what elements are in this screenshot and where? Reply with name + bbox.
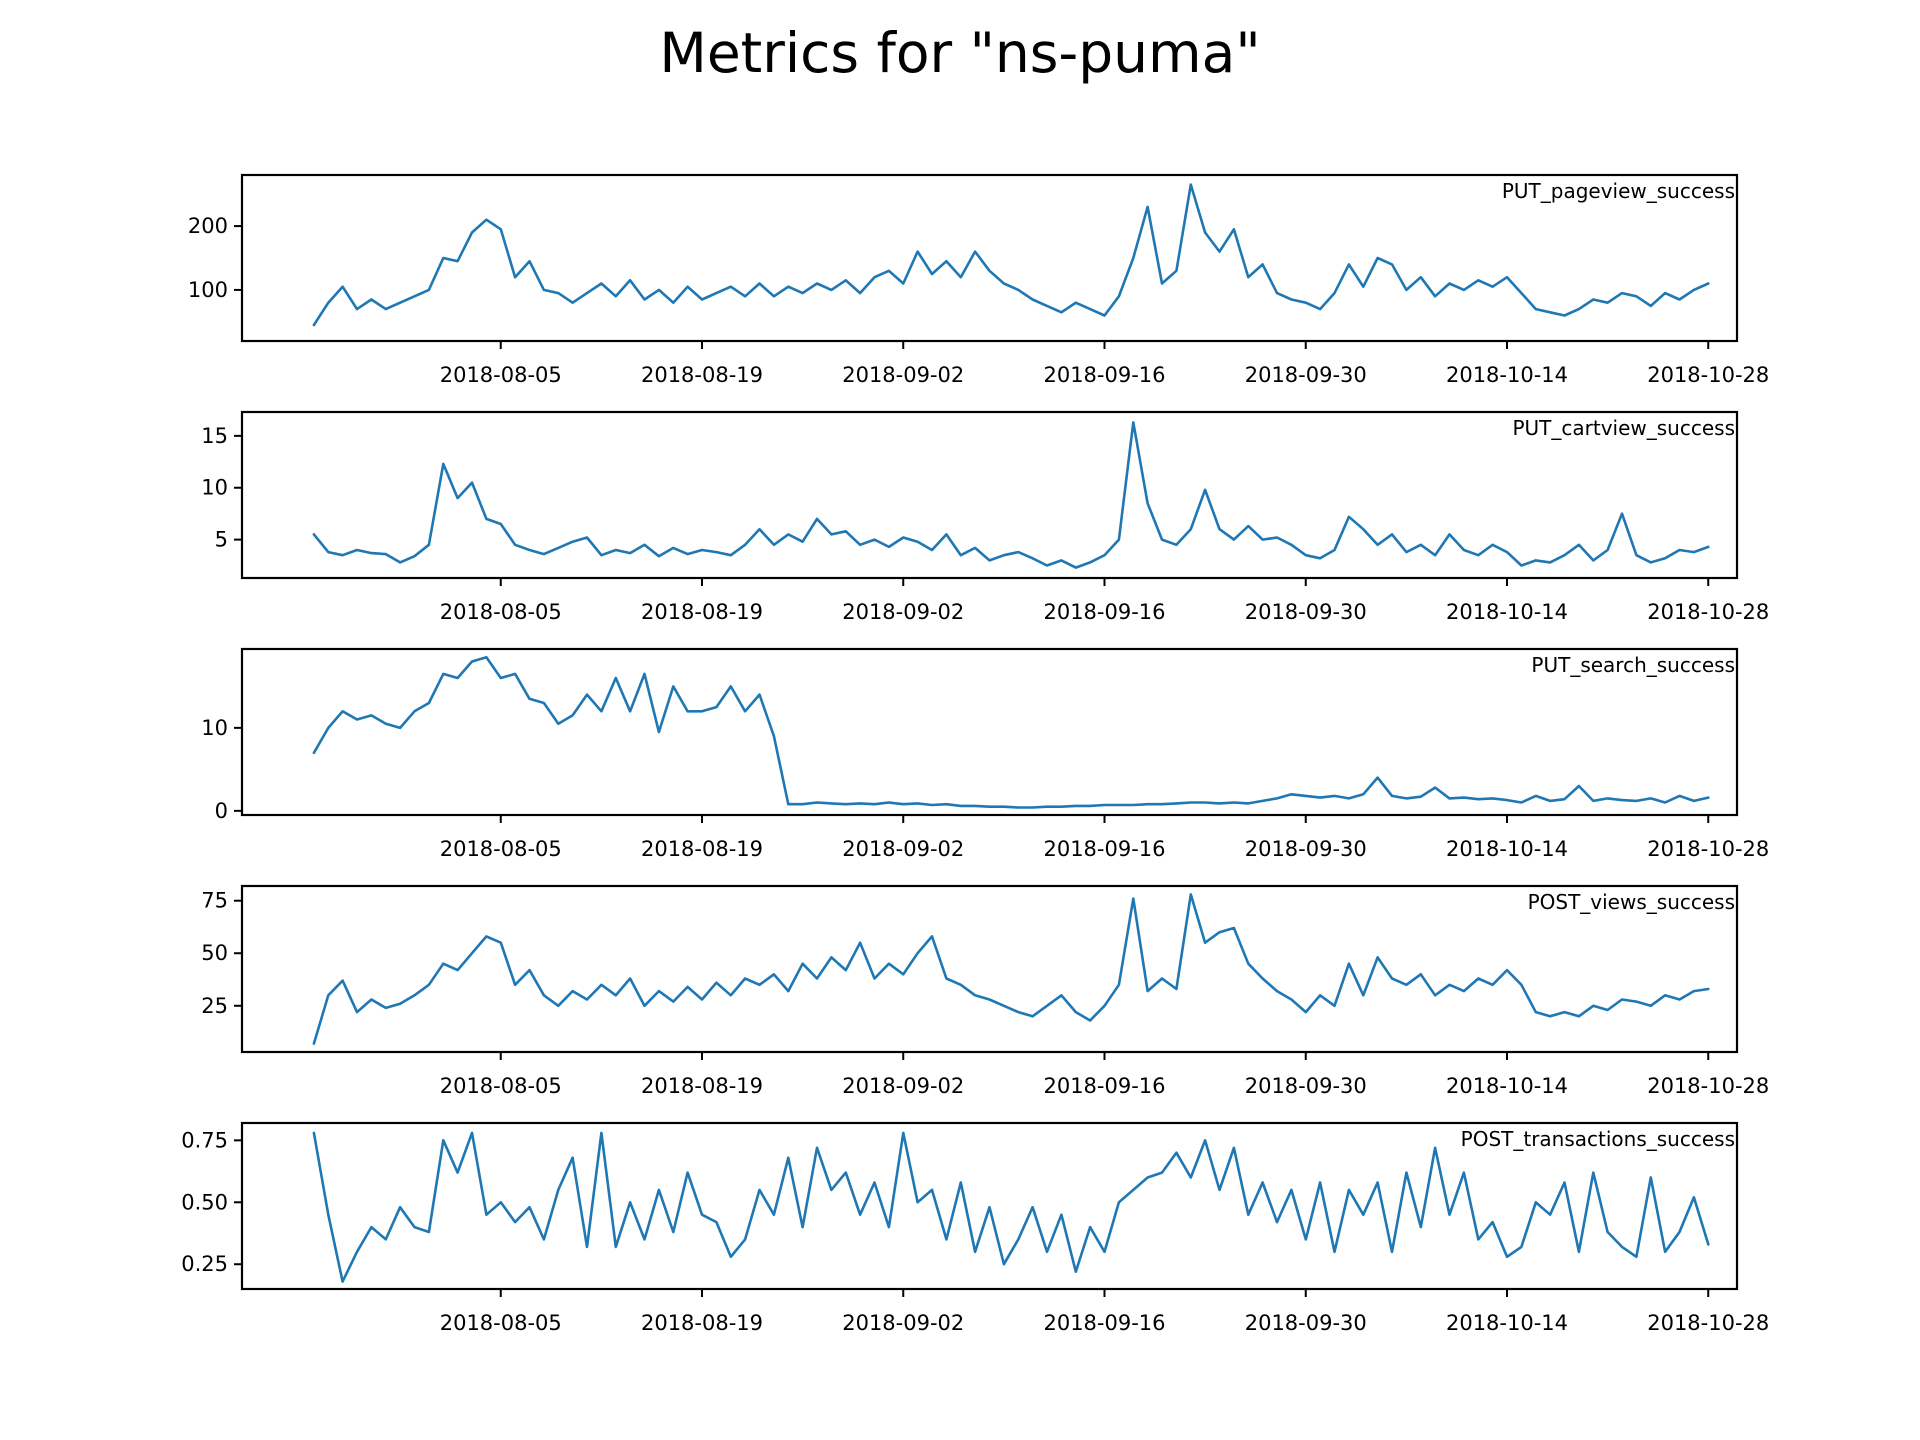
y-tick-label: 5	[215, 528, 228, 552]
x-tick-label: 2018-08-05	[440, 600, 562, 624]
axes-frame	[240, 173, 1739, 343]
x-tick-label: 2018-10-14	[1446, 1074, 1568, 1098]
x-tick-label: 2018-08-19	[641, 837, 763, 861]
y-tick-label: 15	[201, 424, 228, 448]
axes-frame	[240, 1121, 1739, 1291]
axes-frame	[240, 410, 1739, 580]
x-tick-label: 2018-09-02	[842, 363, 964, 387]
x-tick-label: 2018-09-16	[1043, 600, 1165, 624]
series-label: POST_transactions_success	[1461, 1127, 1735, 1151]
subplot-2: PUT_cartview_success 5 10 15 2018-08-05 2018-…	[201, 410, 1769, 624]
series-label: PUT_pageview_success	[1502, 179, 1735, 203]
x-tick-label: 2018-08-19	[641, 1311, 763, 1335]
y-tick-label: 10	[201, 716, 228, 740]
y-tick-label: 75	[201, 889, 228, 913]
x-tick-label: 2018-09-30	[1245, 1311, 1367, 1335]
series-label: PUT_cartview_success	[1512, 416, 1735, 440]
y-tick-label: 200	[188, 214, 228, 238]
x-tick-label: 2018-08-05	[440, 837, 562, 861]
series-line	[312, 655, 1710, 809]
subplot-5: POST_transactions_success 0.25 0.50 0.75 201…	[181, 1121, 1769, 1335]
chart-title: Metrics for "ns-puma"	[659, 21, 1260, 85]
x-tick-label: 2018-09-16	[1043, 837, 1165, 861]
x-tick-label: 2018-10-28	[1647, 1311, 1769, 1335]
axes-frame	[240, 884, 1739, 1054]
series-line	[312, 893, 1710, 1045]
x-tick-label: 2018-09-02	[842, 837, 964, 861]
x-tick-label: 2018-08-05	[440, 363, 562, 387]
x-tick-label: 2018-08-19	[641, 1074, 763, 1098]
x-tick-label: 2018-08-19	[641, 363, 763, 387]
subplot-4: POST_views_success 25 50 75 2018-08-05 2018-0…	[201, 884, 1769, 1098]
y-tick-label: 50	[201, 941, 228, 965]
x-tick-label: 2018-10-14	[1446, 363, 1568, 387]
x-tick-label: 2018-09-30	[1245, 363, 1367, 387]
x-tick-label: 2018-08-05	[440, 1074, 562, 1098]
y-tick-label: 0.25	[181, 1252, 228, 1276]
x-tick-label: 2018-09-02	[842, 1074, 964, 1098]
x-tick-label: 2018-09-30	[1245, 1074, 1367, 1098]
series-line	[312, 183, 1710, 327]
series-line	[312, 1131, 1710, 1283]
y-tick-label: 0	[215, 799, 228, 823]
x-tick-label: 2018-10-14	[1446, 600, 1568, 624]
series-label: PUT_search_success	[1531, 653, 1735, 677]
series-line	[312, 421, 1710, 569]
series-label: POST_views_success	[1528, 890, 1735, 914]
y-tick-label: 0.50	[181, 1190, 228, 1214]
x-tick-label: 2018-09-16	[1043, 1074, 1165, 1098]
x-tick-label: 2018-09-16	[1043, 1311, 1165, 1335]
x-tick-label: 2018-10-28	[1647, 600, 1769, 624]
subplot-1: PUT_pageview_success 100 200 2018-08-05 2018…	[188, 173, 1769, 387]
x-tick-label: 2018-10-14	[1446, 1311, 1568, 1335]
x-tick-label: 2018-10-28	[1647, 1074, 1769, 1098]
y-tick-label: 10	[201, 476, 228, 500]
y-tick-label: 25	[201, 994, 228, 1018]
x-tick-label: 2018-10-28	[1647, 837, 1769, 861]
x-tick-label: 2018-10-14	[1446, 837, 1568, 861]
x-tick-label: 2018-09-02	[842, 600, 964, 624]
x-tick-label: 2018-09-30	[1245, 837, 1367, 861]
x-tick-label: 2018-09-30	[1245, 600, 1367, 624]
x-tick-label: 2018-10-28	[1647, 363, 1769, 387]
axes-frame	[240, 647, 1739, 817]
subplot-3: PUT_search_success 0 10 2018-08-05 2018-08-1…	[201, 647, 1769, 861]
y-tick-label: 0.75	[181, 1128, 228, 1152]
y-tick-label: 100	[188, 278, 228, 302]
x-tick-label: 2018-08-19	[641, 600, 763, 624]
x-tick-label: 2018-09-16	[1043, 363, 1165, 387]
x-tick-label: 2018-08-05	[440, 1311, 562, 1335]
x-tick-label: 2018-09-02	[842, 1311, 964, 1335]
